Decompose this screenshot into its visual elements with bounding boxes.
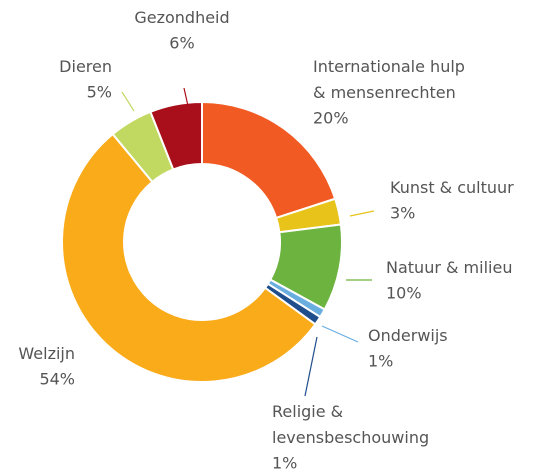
leader-line — [183, 87, 189, 107]
slice-value-label: 1% — [368, 352, 393, 371]
slice-label: Kunst & cultuur — [390, 178, 514, 197]
slice-label: Onderwijs — [368, 326, 448, 345]
slice-label: Natuur & milieu — [386, 258, 512, 277]
leader-line — [304, 336, 318, 397]
slice — [149, 100, 203, 171]
slice — [61, 132, 317, 383]
slice-label: Gezondheid — [134, 8, 229, 27]
slice-label: Dieren — [59, 57, 112, 76]
slice-value-label: 3% — [390, 204, 415, 223]
leader-line — [321, 325, 359, 343]
slice-value-label: 1% — [272, 454, 297, 473]
slice-label: Internationale hulp & mensenrechten — [313, 57, 465, 102]
leader-line — [349, 210, 375, 217]
slice-label: Religie & levensbeschouwing — [272, 402, 429, 447]
slice-value-label: 10% — [386, 284, 422, 303]
slice-label: Welzijn — [18, 344, 75, 363]
slice-value-label: 54% — [39, 370, 75, 389]
slice-value-label: 5% — [87, 83, 112, 102]
slice-value-label: 20% — [313, 109, 349, 128]
slice-value-label: 6% — [169, 34, 194, 53]
leader-line — [121, 91, 135, 112]
